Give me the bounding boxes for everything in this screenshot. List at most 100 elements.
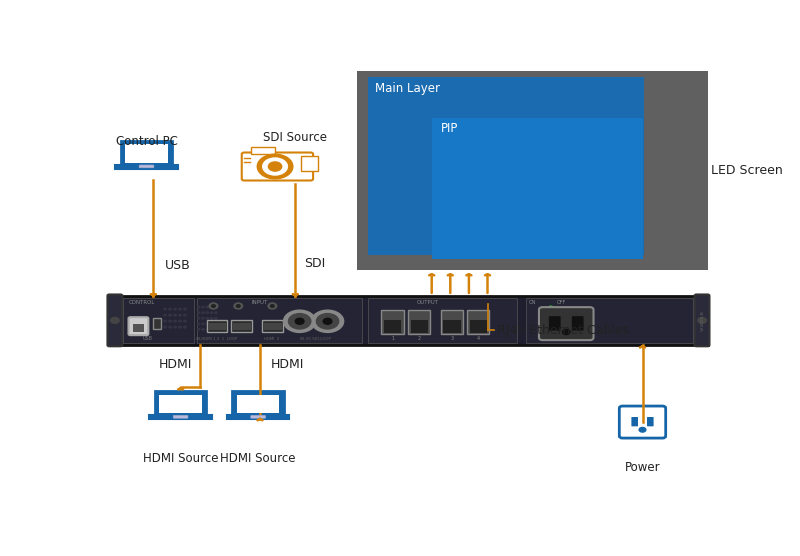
Text: INPUT: INPUT xyxy=(252,300,268,305)
FancyBboxPatch shape xyxy=(301,156,318,171)
Circle shape xyxy=(234,303,242,309)
Circle shape xyxy=(206,317,208,319)
Circle shape xyxy=(210,323,213,325)
FancyBboxPatch shape xyxy=(619,406,666,438)
FancyBboxPatch shape xyxy=(208,322,226,330)
Circle shape xyxy=(215,317,217,319)
Circle shape xyxy=(202,329,204,330)
Circle shape xyxy=(164,320,166,322)
FancyBboxPatch shape xyxy=(647,417,654,426)
FancyBboxPatch shape xyxy=(382,310,404,334)
Circle shape xyxy=(184,308,186,310)
Circle shape xyxy=(283,310,316,332)
Circle shape xyxy=(258,154,293,179)
Text: USB: USB xyxy=(165,259,190,272)
FancyBboxPatch shape xyxy=(242,152,313,181)
Circle shape xyxy=(548,306,554,310)
Circle shape xyxy=(323,318,332,324)
Text: SDI: SDI xyxy=(305,257,326,270)
FancyBboxPatch shape xyxy=(110,296,708,345)
Circle shape xyxy=(198,329,200,330)
Circle shape xyxy=(202,312,204,314)
Circle shape xyxy=(215,323,217,325)
Circle shape xyxy=(210,306,213,308)
Circle shape xyxy=(295,318,304,324)
Text: Power: Power xyxy=(625,460,660,474)
Circle shape xyxy=(184,326,186,328)
Circle shape xyxy=(698,317,706,324)
Circle shape xyxy=(206,306,208,308)
Circle shape xyxy=(237,305,240,307)
Circle shape xyxy=(262,158,287,175)
Circle shape xyxy=(169,314,171,316)
FancyBboxPatch shape xyxy=(115,165,178,168)
Circle shape xyxy=(169,326,171,328)
FancyBboxPatch shape xyxy=(227,415,290,419)
Text: 4: 4 xyxy=(477,336,480,341)
Circle shape xyxy=(178,314,182,316)
FancyBboxPatch shape xyxy=(107,295,122,346)
FancyBboxPatch shape xyxy=(262,320,283,331)
FancyBboxPatch shape xyxy=(150,415,212,419)
Circle shape xyxy=(184,320,186,322)
Circle shape xyxy=(184,314,186,316)
Circle shape xyxy=(198,323,200,325)
Text: SDI Source: SDI Source xyxy=(263,131,327,144)
FancyBboxPatch shape xyxy=(174,415,188,418)
FancyBboxPatch shape xyxy=(264,322,282,330)
Circle shape xyxy=(210,329,213,330)
Text: OUTPUT: OUTPUT xyxy=(416,300,438,305)
FancyBboxPatch shape xyxy=(233,322,250,330)
Text: 2: 2 xyxy=(418,336,421,341)
FancyBboxPatch shape xyxy=(572,316,584,331)
FancyBboxPatch shape xyxy=(250,415,266,418)
Text: 1: 1 xyxy=(391,336,394,341)
FancyBboxPatch shape xyxy=(470,320,487,332)
FancyBboxPatch shape xyxy=(251,147,275,154)
Text: 3: 3 xyxy=(450,336,454,341)
Circle shape xyxy=(174,314,176,316)
Text: ON: ON xyxy=(529,300,537,305)
Text: HDMI: HDMI xyxy=(271,358,305,371)
Text: VX400S-N: VX400S-N xyxy=(701,310,705,331)
Circle shape xyxy=(164,314,166,316)
Circle shape xyxy=(178,326,182,328)
Circle shape xyxy=(270,305,274,307)
Circle shape xyxy=(202,306,204,308)
Circle shape xyxy=(198,306,200,308)
Circle shape xyxy=(198,312,200,314)
FancyBboxPatch shape xyxy=(368,77,644,255)
Text: LED Screen: LED Screen xyxy=(710,164,782,177)
Text: Main Layer: Main Layer xyxy=(375,82,440,95)
Circle shape xyxy=(110,317,119,324)
Text: USB: USB xyxy=(143,336,153,341)
Circle shape xyxy=(174,320,176,322)
FancyBboxPatch shape xyxy=(159,395,202,414)
Circle shape xyxy=(289,314,310,329)
Circle shape xyxy=(562,329,570,335)
Circle shape xyxy=(209,303,218,309)
Circle shape xyxy=(164,308,166,310)
FancyBboxPatch shape xyxy=(694,295,710,346)
Text: HDMI: HDMI xyxy=(159,358,192,371)
FancyBboxPatch shape xyxy=(526,298,694,343)
FancyBboxPatch shape xyxy=(631,417,638,426)
Text: PIP: PIP xyxy=(441,122,458,135)
Text: OFF: OFF xyxy=(557,300,566,305)
FancyBboxPatch shape xyxy=(206,320,227,331)
Circle shape xyxy=(311,310,344,332)
Circle shape xyxy=(211,305,215,307)
FancyBboxPatch shape xyxy=(139,165,154,168)
FancyBboxPatch shape xyxy=(432,118,642,259)
Circle shape xyxy=(210,312,213,314)
Circle shape xyxy=(269,162,282,171)
FancyBboxPatch shape xyxy=(123,298,194,343)
Text: RJ45 Ethernet Cables: RJ45 Ethernet Cables xyxy=(497,324,629,336)
FancyBboxPatch shape xyxy=(358,71,708,270)
FancyBboxPatch shape xyxy=(443,320,461,332)
FancyBboxPatch shape xyxy=(237,395,279,414)
Text: HDMI  2: HDMI 2 xyxy=(264,337,279,341)
FancyBboxPatch shape xyxy=(410,320,428,332)
FancyBboxPatch shape xyxy=(384,320,402,332)
Circle shape xyxy=(202,317,204,319)
